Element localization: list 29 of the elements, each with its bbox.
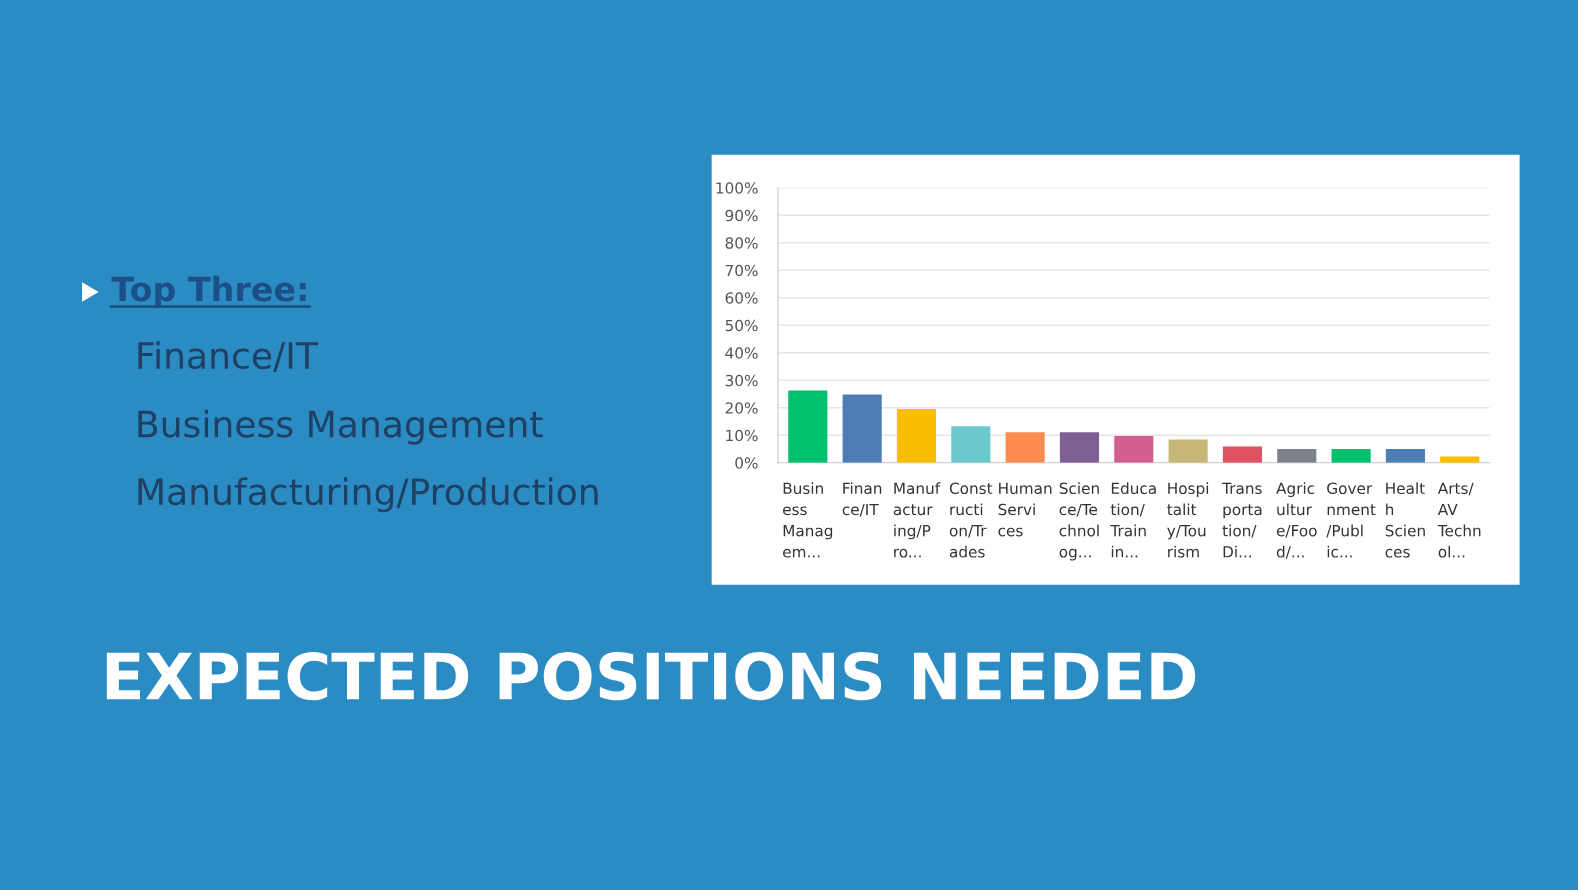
text: EXPECTED POSITIONS NEEDED [106, 651, 1196, 701]
y-tick-label: 0% [735, 457, 758, 469]
x-tick-label: Arts/ AV Techn ol... [1437, 482, 1481, 558]
y-tick-label: 40% [725, 347, 758, 359]
y-tick-label: 60% [725, 292, 758, 304]
x-tick-label: Educa tion/ Train in... [1110, 482, 1156, 558]
y-tick-label: 90% [725, 209, 758, 222]
y-tick-label: 30% [725, 374, 758, 387]
x-tick-label: Const ructi on/Tr ades [949, 482, 993, 558]
text: Business Management [138, 409, 543, 445]
x-tick-label: Healt h Scien ces [1385, 482, 1425, 558]
y-tick-label: 10% [726, 429, 758, 442]
y-tick-label: 70% [725, 264, 758, 277]
x-tick-label: Hospi talit y/Tou rism [1167, 482, 1209, 558]
text: Finance/IT [138, 341, 319, 372]
x-tick-label: Agric ultur e/Foo d/... [1276, 482, 1317, 559]
text: Manufacturing/Production [138, 477, 598, 513]
text: Top Three: [111, 275, 306, 309]
x-tick-label: Busin ess Manag em... [783, 482, 833, 558]
x-tick-label: Scien ce/Te chnol og... [1059, 482, 1099, 561]
y-tick-label: 100% [716, 182, 758, 194]
x-tick-label: Manuf actur ing/P ro... [893, 482, 941, 558]
y-tick-label: 20% [725, 402, 758, 414]
x-tick-label: Gover nment /Publ ic... [1326, 482, 1376, 558]
x-tick-label: Trans porta tion/ Di... [1222, 482, 1262, 558]
y-tick-label: 80% [725, 237, 758, 249]
x-tick-label: Finan ce/IT [842, 482, 882, 517]
x-tick-label: Human Servi ces [998, 482, 1052, 537]
y-tick-label: 50% [725, 319, 758, 332]
